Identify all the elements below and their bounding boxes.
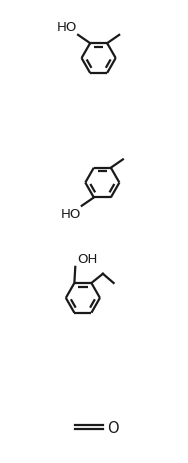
Text: HO: HO	[57, 21, 77, 34]
Text: OH: OH	[77, 252, 98, 265]
Text: HO: HO	[61, 207, 81, 220]
Text: O: O	[107, 419, 119, 435]
